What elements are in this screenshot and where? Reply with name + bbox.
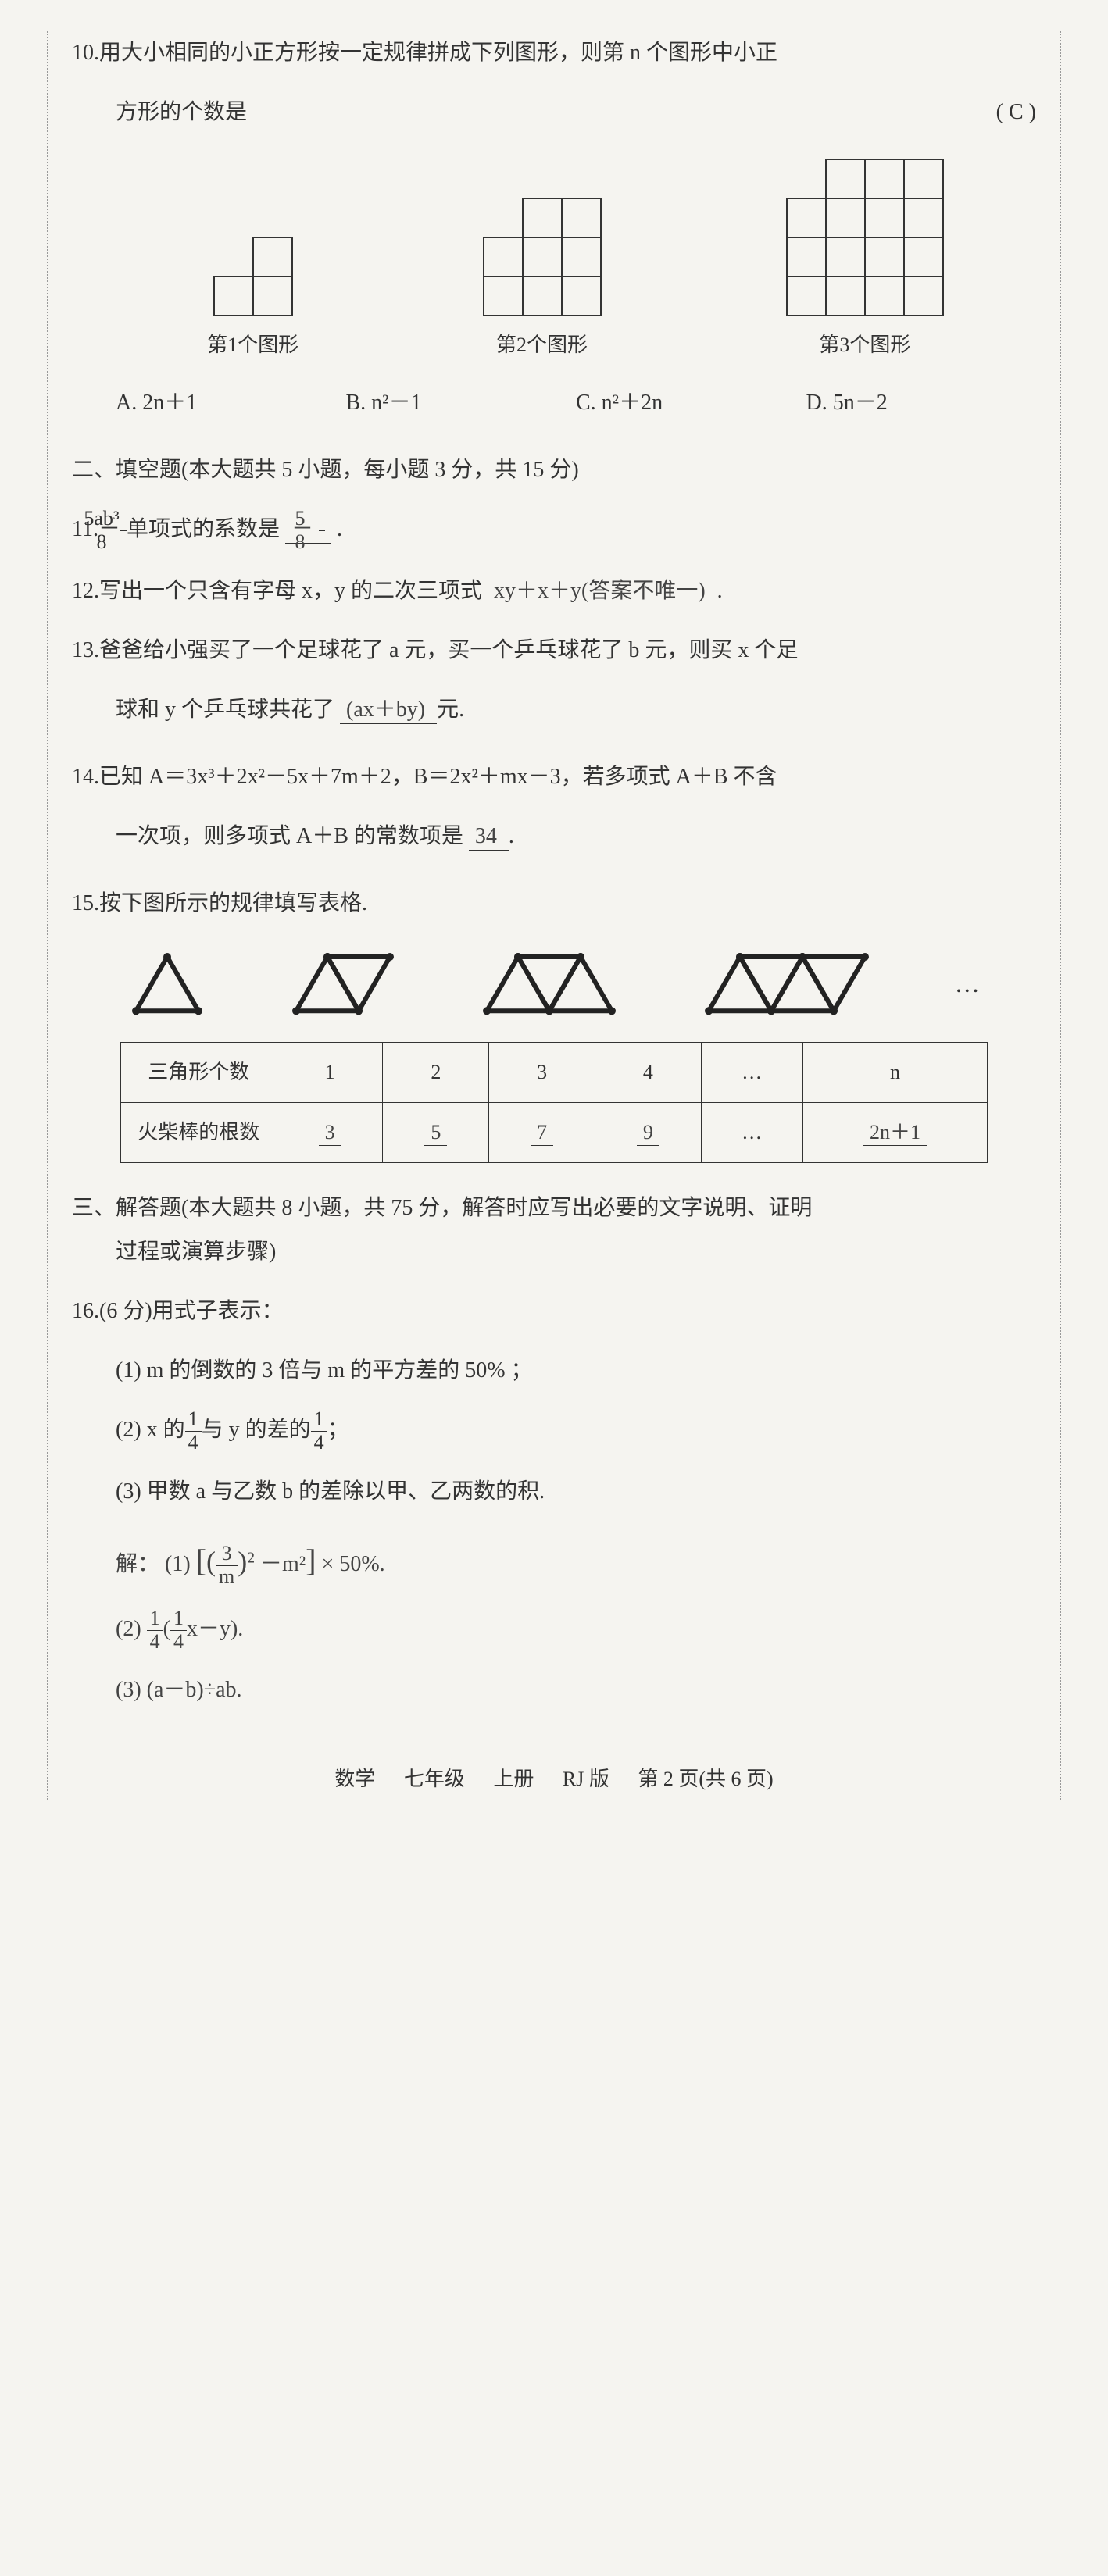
q16-sub1: (1) m 的倒数的 3 倍与 m 的平方差的 50% ；: [116, 1349, 1036, 1393]
question-11: 11.－5ab³8单项式的系数是 － 58 .: [116, 508, 1036, 554]
section3-t2: 过程或演算步骤): [116, 1230, 1036, 1274]
q15-triangles: …: [88, 949, 1020, 1019]
q16-sol1: 解： (1) [(3m)2 －m²] × 50%.: [116, 1529, 1036, 1592]
fig2-col: 第2个图形: [482, 197, 602, 366]
question-10: 10.用大小相同的小正方形按一定规律拼成下列图形，则第 n 个图形中小正 方形的…: [72, 31, 1036, 425]
section2-title: 二、填空题(本大题共 5 小题，每小题 3 分，共 15 分): [72, 448, 1036, 492]
q10-line1: 10.用大小相同的小正方形按一定规律拼成下列图形，则第 n 个图形中小正: [116, 31, 1036, 75]
q14-l2: 一次项，则多项式 A＋B 的常数项是 34 .: [116, 815, 1036, 858]
q16-sol1-mid: －m²: [260, 1552, 306, 1576]
q13-l1: 13.爸爸给小强买了一个足球花了 a 元，买一个乒乓球花了 b 元，则买 x 个…: [116, 629, 1036, 673]
q15-text: 按下图所示的规律填写表格.: [99, 891, 367, 915]
q11-mid: 单项式的系数是: [127, 517, 280, 541]
q11-frac-den: 8: [120, 531, 127, 554]
q12-text: 写出一个只含有字母 x，y 的二次三项式: [99, 579, 482, 603]
q16-sol2-m2: x－y).: [187, 1617, 243, 1641]
q10-optC: C. n²＋2n: [576, 381, 806, 425]
q16-s2f2d: 4: [311, 1432, 327, 1454]
q13-l2: 球和 y 个乒乓球共花了 (ax＋by) 元.: [116, 688, 1036, 732]
question-15: 15.按下图所示的规律填写表格. … 三角形个数1234…n火柴棒的根数3579…: [72, 882, 1036, 1163]
q11-frac: 5ab³8: [120, 508, 127, 553]
q13-text1: 爸爸给小强买了一个足球花了 a 元，买一个乒乓球花了 b 元，则买 x 个足: [99, 638, 798, 662]
fig1-svg: [213, 236, 294, 317]
footer-c: 上册: [493, 1768, 534, 1790]
question-12: 12.写出一个只含有字母 x，y 的二次三项式 xy＋x＋y(答案不唯一) .: [116, 569, 1036, 613]
q16-s2f2n: 1: [311, 1408, 327, 1432]
q10-optB: B. n²－1: [346, 381, 577, 425]
q16-s2f1n: 1: [185, 1408, 202, 1432]
footer-d: RJ 版: [563, 1768, 609, 1790]
q11-end: .: [331, 517, 342, 541]
q14-l1: 14.已知 A＝3x³＋2x²－5x＋7m＋2，B＝2x²＋mx－3，若多项式 …: [116, 755, 1036, 799]
q10-num: 10.: [72, 41, 99, 65]
q16-sol2-f1n: 1: [147, 1607, 163, 1631]
q13-ans: (ax＋by): [340, 698, 437, 724]
q16-sub2-mid: 与 y 的差的: [202, 1418, 311, 1442]
q10-figures: 第1个图形 第2个图形 第3个图形: [116, 158, 1036, 366]
q16-sol2-f2d: 4: [170, 1631, 187, 1654]
fig1-label: 第1个图形: [207, 325, 298, 366]
q10-line2: 方形的个数是 ( C ): [116, 91, 1036, 134]
q16-sub2-pre: (2) x 的: [116, 1418, 185, 1442]
q16-sol2: (2) 14(14x－y).: [116, 1607, 1036, 1654]
q13-num: 13.: [72, 638, 99, 662]
q10-text1: 用大小相同的小正方形按一定规律拼成下列图形，则第 n 个图形中小正: [99, 41, 777, 65]
section3-t1: 三、解答题(本大题共 8 小题，共 75 分，解答时应写出必要的文字说明、证明: [72, 1186, 1036, 1230]
q15-num: 15.: [72, 891, 99, 915]
question-13: 13.爸爸给小强买了一个足球花了 a 元，买一个乒乓球花了 b 元，则买 x 个…: [72, 629, 1036, 732]
fig1-col: 第1个图形: [207, 236, 298, 366]
q16-sub2-end: ；: [327, 1418, 349, 1442]
q16-sol1-end: × 50%.: [322, 1552, 385, 1576]
page-footer: 数学 七年级 上册 RJ 版 第 2 页(共 6 页): [72, 1759, 1036, 1800]
q13-end: 元.: [437, 698, 464, 722]
fig3-col: 第3个图形: [785, 158, 945, 366]
q14-text2: 一次项，则多项式 A＋B 的常数项是: [116, 824, 463, 848]
q16-sol2-pre: (2): [116, 1617, 141, 1641]
footer-b: 七年级: [404, 1768, 465, 1790]
q11-frac-num: 5ab³: [120, 508, 127, 531]
q15-table: 三角形个数1234…n火柴棒的根数3579…2n＋1: [120, 1042, 988, 1163]
q16-num: 16.: [72, 1299, 99, 1323]
footer-e: 第 2 页(共 6 页): [638, 1768, 773, 1790]
fig2-label: 第2个图形: [496, 325, 588, 366]
q10-answer: ( C ): [996, 91, 1036, 134]
q16-sol-label: 解：: [116, 1552, 159, 1576]
q16-text: (6 分)用式子表示：: [99, 1299, 284, 1323]
q10-text2: 方形的个数是: [116, 100, 247, 124]
question-16: 16.(6 分)用式子表示： (1) m 的倒数的 3 倍与 m 的平方差的 5…: [72, 1290, 1036, 1712]
fig3-svg: [785, 158, 945, 317]
question-14: 14.已知 A＝3x³＋2x²－5x＋7m＋2，B＝2x²＋mx－3，若多项式 …: [72, 755, 1036, 858]
q16-sol2-m1: (: [163, 1617, 170, 1641]
q13-text2: 球和 y 个乒乓球共花了: [116, 698, 334, 722]
q14-ans: 34: [469, 824, 509, 851]
section3-title: 三、解答题(本大题共 8 小题，共 75 分，解答时应写出必要的文字说明、证明 …: [72, 1186, 1036, 1274]
q14-num: 14.: [72, 765, 99, 789]
q12-end: .: [717, 579, 723, 603]
q15-l1: 15.按下图所示的规律填写表格.: [116, 882, 1036, 926]
q12-num: 12.: [72, 579, 99, 603]
q16-sub2: (2) x 的14与 y 的差的14；: [116, 1408, 1036, 1454]
q10-options: A. 2n＋1 B. n²－1 C. n²＋2n D. 5n－2: [116, 381, 1036, 425]
q14-end: .: [509, 824, 514, 848]
q16-s2f1d: 4: [185, 1432, 202, 1454]
q10-optD: D. 5n－2: [806, 381, 1037, 425]
footer-a: 数学: [334, 1768, 375, 1790]
q14-text1: 已知 A＝3x³＋2x²－5x＋7m＋2，B＝2x²＋mx－3，若多项式 A＋B…: [99, 765, 777, 789]
q16-sol1-fn: 3: [216, 1543, 238, 1566]
q10-optA: A. 2n＋1: [116, 381, 346, 425]
q11-ans-den: 8: [319, 531, 325, 554]
q16-l1: 16.(6 分)用式子表示：: [116, 1290, 1036, 1333]
q16-sol2-f1d: 4: [147, 1631, 163, 1654]
q11-ans-num: 5: [319, 508, 325, 531]
q16-sol1-fd: m: [216, 1566, 238, 1589]
q16-sol1-pre: (1): [165, 1552, 191, 1576]
q12-ans: xy＋x＋y(答案不唯一): [488, 579, 717, 605]
q11-ans: － 58: [285, 517, 331, 544]
fig3-label: 第3个图形: [819, 325, 910, 366]
q16-sol3: (3) (a－b)÷ab.: [116, 1668, 1036, 1712]
q16-sol2-f2n: 1: [170, 1607, 187, 1631]
q16-sub3: (3) 甲数 a 与乙数 b 的差除以甲、乙两数的积.: [116, 1470, 1036, 1514]
fig2-svg: [482, 197, 602, 317]
